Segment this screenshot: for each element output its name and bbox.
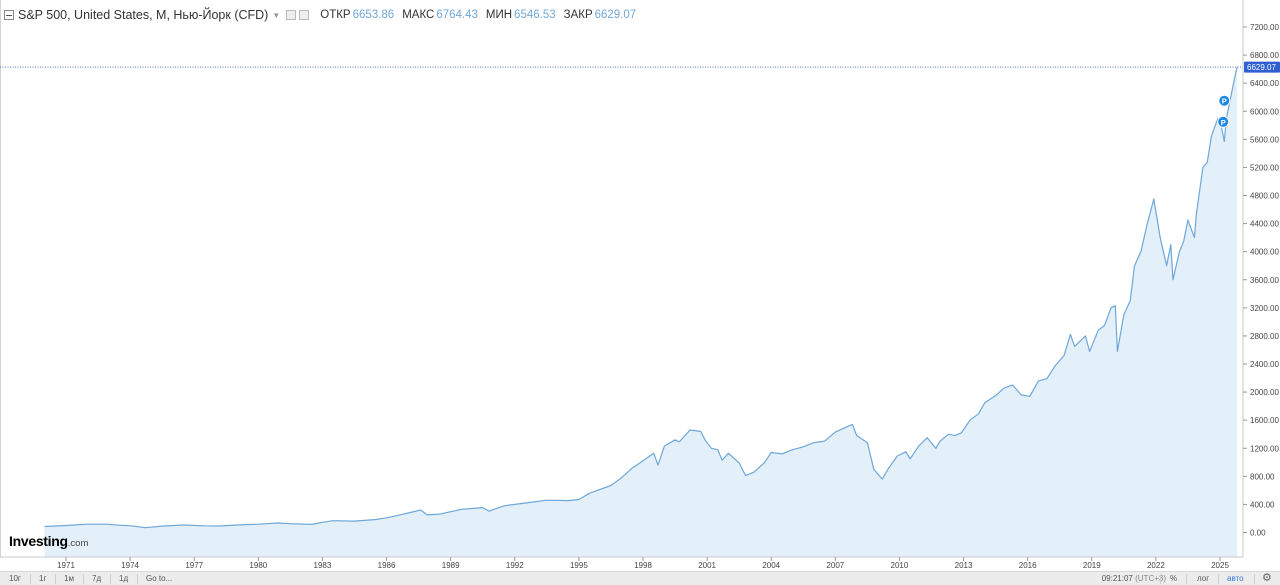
chart-header: S&P 500, United States, M, Нью-Йорк (CFD… [4,6,636,24]
y-tick-label: 3200.00 [1250,304,1279,313]
close-label: ЗАКР [563,9,593,21]
last-price-label: 6629.07 [1247,63,1276,72]
timezone-value: (UTC+3) [1135,574,1166,583]
x-tick-label: 2001 [698,561,716,570]
close-value: 6629.07 [594,9,637,21]
low-label: МИН [485,9,513,21]
series-line [44,66,1238,529]
y-tick-label: 5200.00 [1250,163,1279,172]
collapse-icon[interactable] [4,10,14,20]
y-tick-label: 6400.00 [1250,79,1279,88]
separator [1186,574,1187,584]
high-value: 6764.43 [436,9,478,21]
chevron-down-icon[interactable]: ▼ [272,10,281,20]
time-value: 09:21:07 [1101,574,1133,583]
separator [1218,574,1219,584]
symbol-title[interactable]: S&P 500, United States, M, Нью-Йорк (CFD… [18,8,269,22]
y-tick-label: 7200.00 [1250,23,1279,32]
x-tick-label: 1995 [570,561,588,570]
x-tick-label: 2007 [826,561,844,570]
y-tick-label: 2400.00 [1250,360,1279,369]
investing-logo: Investing.com [9,533,88,549]
y-tick-label: 1200.00 [1250,444,1279,453]
separator [83,574,84,584]
y-tick-label: 2000.00 [1250,388,1279,397]
low-value: 6546.53 [514,9,556,21]
y-tick-label: 0.00 [1250,529,1266,538]
open-label: ОТКР [320,9,351,21]
event-marker [1218,94,1231,107]
settings-icon[interactable] [286,10,297,20]
separator [137,574,138,584]
y-tick-label: 1600.00 [1250,416,1279,425]
logo-main: Investing [9,533,68,549]
y-tick-label: 6000.00 [1250,107,1279,116]
x-tick-label: 1992 [506,561,524,570]
log-scale-button[interactable]: лог [1197,574,1210,583]
time-readout[interactable]: 09:21:07 (UTC+3) [1102,574,1166,584]
x-tick-label: 1977 [185,561,203,570]
gear-icon[interactable]: ⚙ [1262,572,1272,584]
x-tick-label: 2016 [1019,561,1037,570]
remove-icon[interactable] [299,10,310,20]
y-tick-label: 2800.00 [1250,332,1279,341]
x-tick-label: 2025 [1211,561,1229,570]
x-tick-label: 2019 [1083,561,1101,570]
event-marker-label: P [1221,118,1226,127]
range-10y-button[interactable]: 10г [9,574,21,583]
last-price-badge [1244,61,1280,73]
x-tick-label: 1980 [249,561,267,570]
x-tick-label: 1983 [314,561,332,570]
x-tick-label: 2010 [891,561,909,570]
x-tick-label: 2004 [762,561,780,570]
y-tick-label: 400.00 [1250,500,1275,509]
range-1y-button[interactable]: 1г [39,574,47,583]
price-chart[interactable]: 0.00 400.00 800.00 1200.00 1600.00 2000.00 240… [0,0,1280,571]
x-tick-label: 2022 [1147,561,1165,570]
y-tick-label: 4400.00 [1250,220,1279,229]
auto-scale-button[interactable]: авто [1227,574,1244,583]
logo-suffix: .com [67,538,89,549]
y-tick-label: 4800.00 [1250,192,1279,201]
x-tick-label: 1986 [378,561,396,570]
x-tick-label: 1974 [121,561,139,570]
y-tick-label: 3600.00 [1250,276,1279,285]
event-marker [1217,115,1230,128]
high-label: МАКС [402,9,435,21]
x-tick-label: 1998 [634,561,652,570]
event-marker-label: P [1222,97,1227,106]
x-tick-label: 1971 [57,561,75,570]
separator [110,574,111,584]
separator [55,574,56,584]
y-tick-label: 800.00 [1250,472,1275,481]
separator [1254,574,1255,584]
area-fill [44,67,1238,557]
separator [1160,574,1161,584]
bottom-toolbar: 10г 1г 1м 7д 1д Go to... 09:21:07 (UTC+3… [0,571,1280,585]
separator [30,574,31,584]
goto-button[interactable]: Go to... [146,574,173,583]
y-tick-label: 6800.00 [1250,51,1279,60]
range-1d-button[interactable]: 1д [119,574,129,583]
percent-scale-button[interactable]: % [1170,574,1178,583]
open-value: 6653.86 [352,9,395,21]
range-1m-button[interactable]: 1м [64,574,74,583]
x-tick-label: 2013 [955,561,973,570]
y-tick-label: 5600.00 [1250,135,1279,144]
range-7d-button[interactable]: 7д [92,574,102,583]
x-tick-label: 1989 [442,561,460,570]
y-tick-label: 4000.00 [1250,248,1279,257]
